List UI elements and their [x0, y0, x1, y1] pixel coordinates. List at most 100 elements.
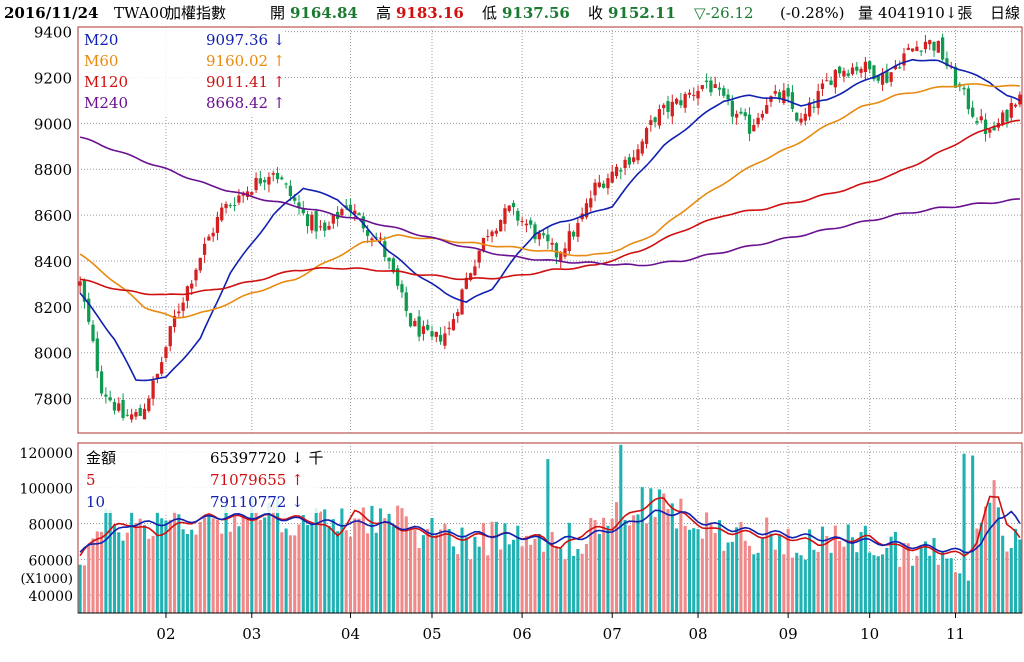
volume-bar	[747, 545, 752, 613]
volume-bar	[546, 459, 550, 613]
candle-body	[537, 233, 541, 240]
volume-bar	[245, 519, 250, 613]
candle-body	[576, 223, 580, 237]
candle-body	[880, 72, 885, 85]
candle-body	[503, 208, 507, 224]
change-value: ▽-26.12	[694, 4, 754, 22]
candle-body	[683, 93, 687, 108]
volume-bar	[996, 507, 1000, 613]
candle-body	[936, 40, 940, 53]
volume-bar	[803, 559, 807, 613]
volume-bar	[511, 539, 516, 613]
candle-body	[816, 91, 820, 108]
candle-body	[649, 120, 653, 126]
volume-bar	[958, 573, 962, 613]
volume-bar	[516, 525, 520, 613]
volume-value: 4041910↓張	[878, 4, 973, 22]
volume-bar	[709, 522, 713, 613]
volume-bar	[177, 514, 181, 613]
candle-body	[790, 92, 795, 109]
volume-bar	[808, 529, 812, 613]
candle-body	[1013, 104, 1018, 107]
volume-bar	[473, 536, 477, 613]
price-tick-label: 8400	[34, 253, 72, 271]
candle-body	[623, 159, 627, 168]
volume-bar	[378, 508, 383, 613]
candle-body	[679, 100, 683, 106]
quote-header: 2016/11/24 TWA00 加權指數 開 9164.84 高 9183.1…	[0, 0, 1024, 26]
candle-body	[95, 338, 99, 372]
candle-body	[172, 315, 177, 328]
volume-bar	[906, 543, 910, 613]
candle-body	[108, 397, 112, 401]
volume-bar	[404, 516, 408, 613]
candle-body	[361, 216, 365, 229]
candle-body	[348, 204, 353, 212]
volume-bar	[773, 549, 777, 613]
volume-bar	[151, 535, 155, 613]
volume-bar	[902, 542, 906, 613]
volume-bar	[850, 537, 855, 613]
volume-bar	[524, 535, 528, 613]
candle-body	[340, 209, 344, 216]
volume-bar	[220, 533, 224, 613]
volume-ma-line-10	[79, 509, 1021, 554]
volume-bar	[945, 558, 949, 613]
volume-bar	[164, 520, 168, 613]
candle-body	[267, 176, 271, 185]
candle-body	[662, 104, 666, 109]
candle-body	[155, 373, 160, 379]
candle-body	[181, 302, 185, 311]
candle-body	[426, 324, 430, 330]
volume-bar	[778, 535, 782, 613]
low-value: 9137.56	[502, 4, 570, 22]
candle-body	[494, 230, 498, 234]
candle-body	[726, 94, 730, 100]
candle-body	[112, 402, 117, 411]
candle-body	[812, 106, 816, 108]
candle-body	[533, 224, 537, 240]
candle-body	[1005, 109, 1009, 122]
volume-bar	[975, 528, 979, 613]
candle-body	[606, 178, 610, 189]
candle-body	[593, 182, 597, 196]
volume-bar	[1009, 547, 1013, 613]
candle-body	[499, 219, 503, 232]
legend-value-m240: 8668.42 ↑	[206, 94, 285, 112]
legend-name-m20: M20	[84, 31, 118, 49]
volume-bar	[421, 535, 425, 613]
candle-body	[250, 192, 254, 195]
volume-bar	[374, 532, 378, 613]
volume-bar	[799, 555, 803, 613]
volume-bar	[623, 519, 627, 613]
volume-bar	[134, 523, 138, 613]
candle-body	[254, 177, 258, 191]
candle-body	[142, 408, 147, 420]
candle-body	[464, 277, 468, 289]
volume-bar	[971, 455, 975, 613]
volume-bar	[554, 546, 558, 613]
candle-body	[228, 205, 232, 207]
candle-body	[760, 113, 765, 118]
x-tick-label: 10	[860, 625, 879, 643]
candle-body	[331, 214, 335, 224]
volume-bar	[653, 516, 657, 613]
volume-bar	[138, 518, 142, 613]
candle-body	[168, 326, 172, 347]
volume-bar	[203, 517, 207, 613]
volume-bar	[293, 535, 297, 613]
volume-bar	[288, 535, 292, 613]
volume-bar	[614, 502, 619, 613]
candle-body	[889, 72, 893, 82]
candle-body	[408, 313, 413, 327]
candle-body	[807, 102, 812, 117]
candle-body	[117, 403, 121, 411]
volume-bar	[898, 566, 902, 613]
volume-bar	[593, 520, 597, 613]
volume-bar	[812, 549, 816, 613]
candle-body	[447, 327, 451, 330]
volume-bar	[705, 512, 709, 613]
low-label: 低	[482, 4, 498, 22]
candle-body	[842, 70, 846, 77]
